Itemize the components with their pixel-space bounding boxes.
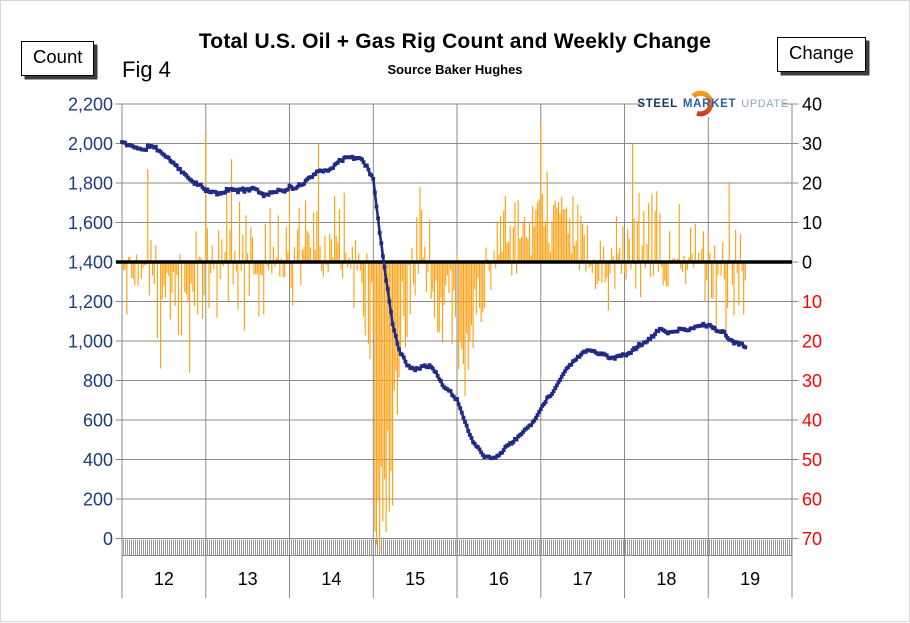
x-axis-year-label: 16 [489, 569, 509, 589]
x-axis-year-label: 19 [740, 569, 760, 589]
right-axis-tick-label: 20 [802, 173, 822, 193]
right-axis-tick-label: 20 [802, 331, 822, 351]
left-axis-tick-label: 400 [83, 450, 113, 470]
right-axis-tick-label: 70 [802, 529, 822, 549]
rig-count-line-markers [120, 140, 748, 461]
x-axis-year-label: 13 [238, 569, 258, 589]
left-axis-tick-label: 2,200 [68, 94, 113, 114]
right-axis-tick-label: 10 [802, 213, 822, 233]
right-axis-tick-label: 10 [802, 292, 822, 312]
left-axis-tick-label: 800 [83, 371, 113, 391]
vertical-year-gridlines [121, 104, 793, 598]
left-axis-tick-label: 1,800 [68, 173, 113, 193]
left-axis-tick-label: 1,200 [68, 292, 113, 312]
x-axis-year-label: 15 [405, 569, 425, 589]
left-axis-tick-label: 600 [83, 410, 113, 430]
x-axis-year-label: 14 [321, 569, 341, 589]
left-axis-tick-label: 2,000 [68, 134, 113, 154]
left-axis-tick-label: 1,600 [68, 213, 113, 233]
count-axis-button[interactable]: Count [21, 41, 95, 76]
chart-subtitle: Source Baker Hughes [387, 62, 523, 77]
rig-count-line [121, 140, 746, 460]
right-axis-tick-label: 0 [802, 252, 812, 272]
left-axis-tick-label: 200 [83, 489, 113, 509]
logo-word-update: UPDATE [741, 97, 789, 110]
change-axis-button[interactable]: Change [777, 37, 866, 72]
right-axis-tick-label: 50 [802, 450, 822, 470]
logo-word-market: MARKET [682, 97, 737, 110]
figure-number-label: Fig 4 [122, 57, 171, 82]
x-axis-year-label: 18 [656, 569, 676, 589]
x-axis-year-label: 17 [573, 569, 593, 589]
x-axis-year-label: 12 [154, 569, 174, 589]
right-axis-tick-label: 30 [802, 134, 822, 154]
left-axis-tick-label: 0 [103, 529, 113, 549]
right-axis-tick-label: 30 [802, 371, 822, 391]
steel-market-update-logo: STEEL MARKET UPDATE [637, 90, 788, 117]
right-axis-tick-label: 40 [802, 94, 822, 114]
left-axis-tick-label: 1,000 [68, 331, 113, 351]
right-axis-tick-label: 60 [802, 489, 822, 509]
logo-word-steel: STEEL [637, 97, 678, 110]
left-axis-tick-label: 1,400 [68, 252, 113, 272]
logo-crescent-icon [691, 90, 714, 117]
chart-title: Total U.S. Oil + Gas Rig Count and Weekl… [198, 30, 712, 53]
right-axis-tick-label: 40 [802, 410, 822, 430]
